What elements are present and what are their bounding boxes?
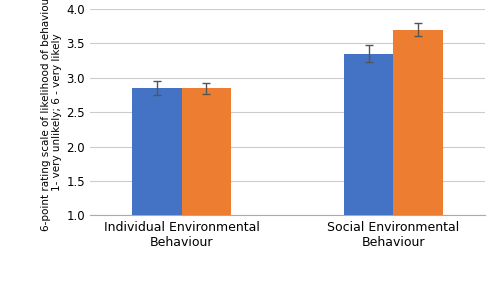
Bar: [182, 88, 231, 215]
Bar: [132, 88, 182, 215]
Y-axis label: 6-point rating scale of likelihood of behaviour
1- very unlikely; 6 - very likel: 6-point rating scale of likelihood of be…: [40, 0, 62, 231]
Bar: [344, 54, 394, 215]
Bar: [394, 30, 442, 215]
